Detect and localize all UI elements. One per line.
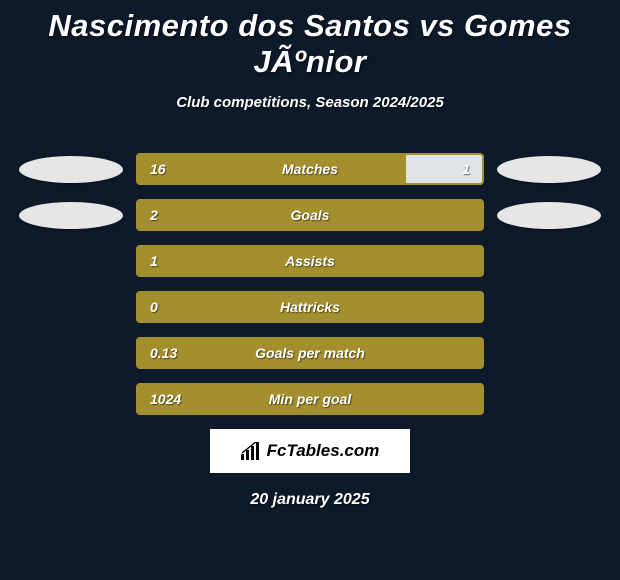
right-side xyxy=(484,156,614,183)
stat-value-left: 0 xyxy=(150,299,158,315)
stat-bar: 2 Goals xyxy=(136,199,484,231)
stat-label: Hattricks xyxy=(280,299,340,315)
stat-bar: 0.13 Goals per match xyxy=(136,337,484,369)
bar-fill-left xyxy=(138,155,406,183)
left-side xyxy=(6,156,136,183)
stat-label: Min per goal xyxy=(269,391,351,407)
page-subtitle: Club competitions, Season 2024/2025 xyxy=(0,94,620,111)
player-ellipse-right xyxy=(497,202,601,229)
player-ellipse-left xyxy=(19,202,123,229)
date-text: 20 january 2025 xyxy=(0,491,620,509)
stat-value-left: 0.13 xyxy=(150,345,177,361)
stat-row: 2 Goals xyxy=(0,199,620,231)
stat-row: 16 1 Matches xyxy=(0,153,620,185)
player-ellipse-left xyxy=(19,156,123,183)
chart-icon xyxy=(241,442,261,460)
left-side xyxy=(6,202,136,229)
stat-value-left: 16 xyxy=(150,161,166,177)
stat-row: 1024 Min per goal xyxy=(0,383,620,415)
stat-value-left: 1 xyxy=(150,253,158,269)
page-title: Nascimento dos Santos vs Gomes JÃºnior xyxy=(0,0,620,80)
stat-label: Goals per match xyxy=(255,345,365,361)
stats-container: 16 1 Matches 2 Goals 1 Assists 0 Hattricks 0.13 Go… xyxy=(0,153,620,415)
stat-bar: 16 1 Matches xyxy=(136,153,484,185)
stat-row: 0.13 Goals per match xyxy=(0,337,620,369)
logo-box: FcTables.com xyxy=(210,429,410,473)
stat-value-left: 2 xyxy=(150,207,158,223)
stat-value-right: 1 xyxy=(462,161,470,177)
stat-bar: 1 Assists xyxy=(136,245,484,277)
player-ellipse-right xyxy=(497,156,601,183)
stat-row: 0 Hattricks xyxy=(0,291,620,323)
stat-bar: 0 Hattricks xyxy=(136,291,484,323)
stat-label: Goals xyxy=(291,207,330,223)
stat-row: 1 Assists xyxy=(0,245,620,277)
stat-value-left: 1024 xyxy=(150,391,181,407)
stat-label: Matches xyxy=(282,161,338,177)
logo-text: FcTables.com xyxy=(267,441,380,461)
right-side xyxy=(484,202,614,229)
stat-bar: 1024 Min per goal xyxy=(136,383,484,415)
stat-label: Assists xyxy=(285,253,335,269)
bar-fill-right xyxy=(406,155,482,183)
